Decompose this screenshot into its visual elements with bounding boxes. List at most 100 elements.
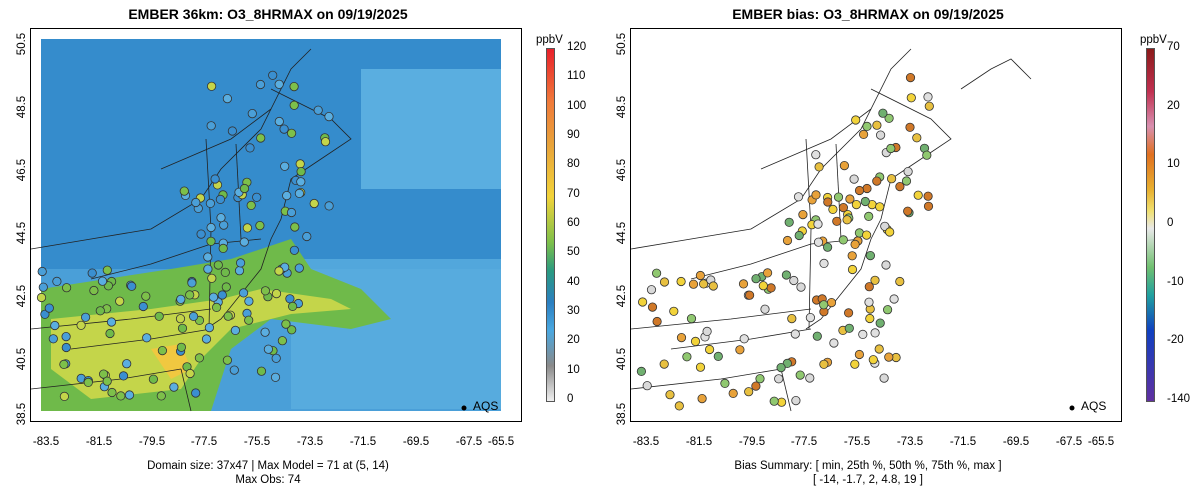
station-marker: [665, 390, 675, 400]
station-marker: [245, 143, 255, 153]
station-marker: [287, 325, 297, 335]
colorbar-tick: 70: [567, 187, 580, 200]
station-marker: [179, 186, 189, 196]
station-marker: [708, 281, 718, 291]
station-marker: [296, 177, 306, 187]
station-marker: [886, 143, 896, 154]
left-colorbar: [546, 48, 555, 402]
station-marker: [50, 320, 60, 331]
station-marker: [838, 203, 848, 213]
station-marker: [682, 352, 692, 362]
station-marker: [688, 279, 699, 289]
y-tick: 42.5: [16, 284, 28, 308]
station-marker: [124, 390, 135, 400]
station-marker: [210, 174, 220, 184]
x-tick: -83.5: [32, 436, 60, 448]
station-marker: [859, 129, 869, 140]
colorbar-tick: 60: [567, 217, 580, 229]
colorbar-tick: 90: [567, 129, 580, 141]
station-marker: [296, 167, 306, 177]
model-field-light-ocean: [361, 69, 501, 189]
station-marker: [169, 382, 179, 392]
y-tick: 48.5: [616, 95, 628, 119]
station-marker: [895, 182, 905, 192]
station-marker: [207, 81, 217, 91]
station-marker: [849, 174, 859, 184]
station-marker: [246, 200, 256, 210]
x-tick: -67.5: [1055, 436, 1083, 448]
station-marker: [652, 316, 662, 327]
colorbar-tick: 110: [567, 70, 586, 83]
station-marker: [89, 285, 99, 296]
station-marker: [787, 313, 797, 324]
station-marker: [227, 126, 237, 136]
station-marker: [285, 294, 295, 304]
x-tick: -65.5: [487, 436, 515, 448]
station-marker: [793, 192, 804, 202]
station-marker: [647, 302, 658, 312]
left-station-markers: [36, 70, 334, 401]
colorbar-tick: -140: [1167, 393, 1191, 405]
station-marker: [847, 264, 858, 275]
station-marker: [271, 353, 281, 363]
station-marker: [839, 161, 849, 171]
station-marker: [236, 258, 246, 268]
y-tick: 46.5: [16, 158, 28, 182]
station-marker: [141, 291, 151, 301]
right-station-markers: [636, 72, 934, 411]
colorbar-tick: 80: [567, 158, 580, 171]
station-marker: [194, 353, 204, 363]
station-marker: [287, 301, 298, 311]
station-marker: [905, 122, 915, 132]
station-marker: [879, 373, 889, 383]
station-marker: [844, 323, 854, 333]
station-marker: [76, 320, 86, 330]
station-marker: [813, 237, 824, 247]
station-marker: [906, 93, 916, 103]
station-marker: [324, 201, 334, 211]
x-tick: -65.5: [1087, 436, 1115, 448]
station-marker: [766, 283, 776, 293]
station-marker: [255, 79, 266, 90]
colorbar-tick: 120: [567, 41, 587, 53]
station-marker: [695, 362, 706, 372]
station-marker: [781, 270, 791, 280]
x-tick: -77.5: [190, 436, 218, 448]
right-footer-bias-header: Bias Summary: [ min, 25th %, 50th %, 75t…: [734, 460, 1002, 472]
station-marker: [244, 296, 254, 306]
station-marker: [59, 391, 70, 401]
station-marker: [646, 285, 657, 295]
right-map-svg: [631, 48, 1075, 412]
station-marker: [875, 202, 885, 212]
station-marker: [239, 288, 249, 298]
station-marker: [705, 344, 715, 355]
colorbar-tick: 10: [1167, 158, 1180, 171]
station-marker: [850, 359, 860, 369]
station-marker: [191, 388, 201, 398]
y-tick: 40.5: [616, 347, 628, 371]
station-marker: [97, 276, 108, 286]
colorbar-tick: 70: [1167, 41, 1180, 53]
station-marker: [728, 388, 738, 398]
station-marker: [923, 191, 933, 201]
station-marker: [695, 270, 706, 281]
station-marker: [845, 194, 855, 204]
station-marker: [274, 79, 284, 89]
x-tick: -81.5: [685, 436, 713, 448]
station-marker: [221, 282, 231, 292]
station-marker: [255, 221, 265, 231]
station-marker: [872, 120, 882, 130]
station-marker: [277, 336, 287, 346]
colorbar-tick: 30: [567, 305, 580, 317]
station-marker: [854, 349, 864, 360]
station-marker: [805, 373, 815, 383]
station-marker: [127, 281, 137, 291]
station-marker: [923, 201, 934, 211]
colorbar-tick: 40: [567, 275, 580, 288]
x-tick: -79.5: [138, 436, 166, 448]
station-marker: [702, 326, 712, 336]
station-marker: [751, 381, 761, 391]
station-marker: [659, 359, 669, 369]
station-marker: [260, 327, 270, 337]
right-map-title: EMBER bias: O3_8HRMAX on 09/19/2025: [732, 6, 1004, 22]
